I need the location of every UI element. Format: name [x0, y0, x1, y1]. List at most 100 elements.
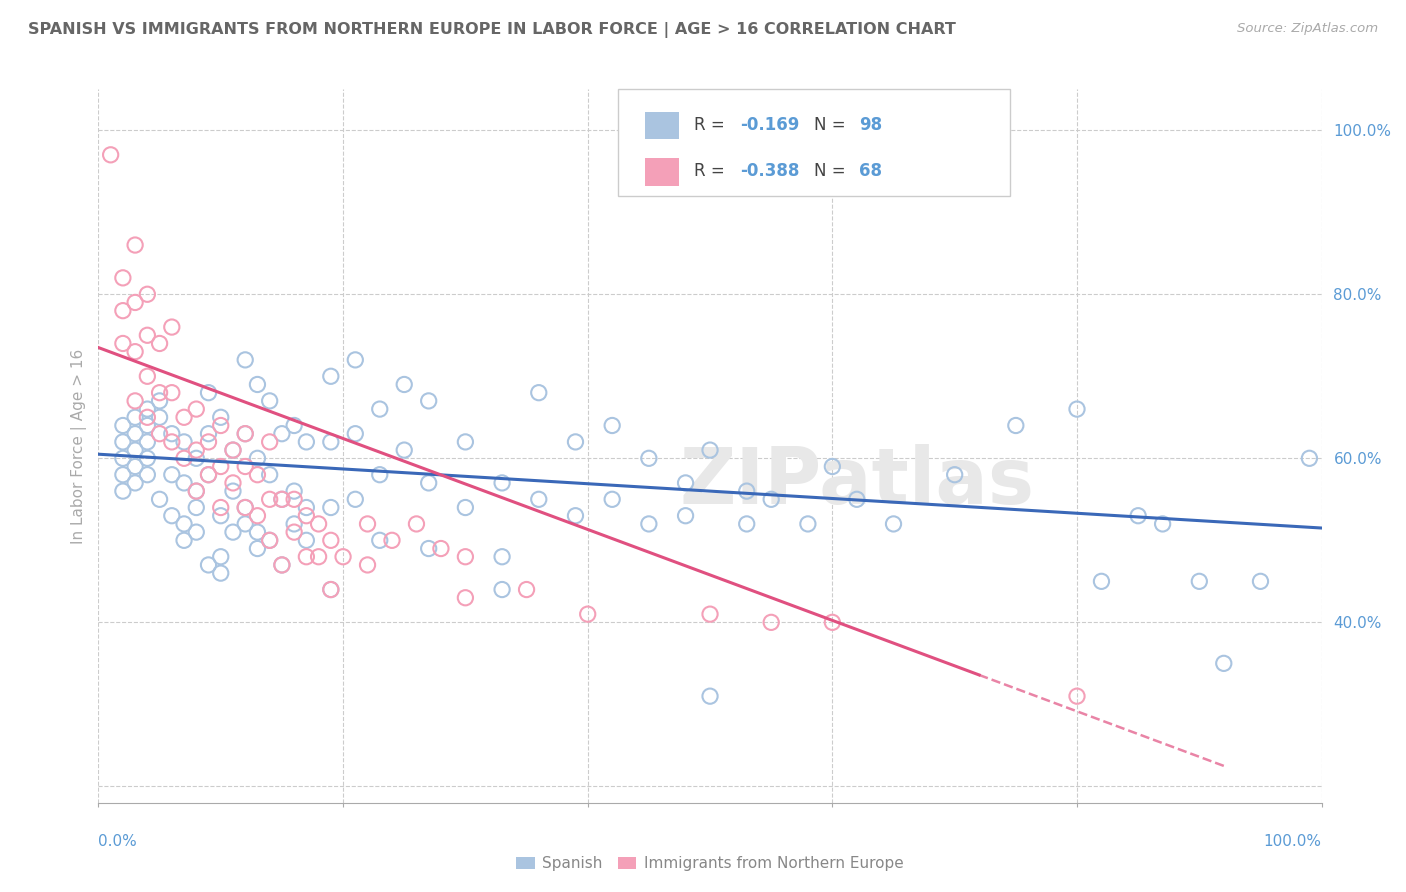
Point [136, 434, 159, 449]
Point [295, 549, 318, 564]
Point [233, 426, 256, 441]
Point [136, 402, 159, 417]
Point [149, 336, 172, 351]
Point [1004, 418, 1026, 433]
Point [186, 484, 208, 499]
Point [173, 434, 195, 449]
Point [845, 492, 868, 507]
Point [160, 467, 183, 482]
Point [332, 549, 354, 564]
Point [527, 385, 550, 400]
FancyBboxPatch shape [619, 89, 1010, 196]
Point [259, 434, 281, 449]
Point [209, 508, 232, 523]
Point [405, 516, 427, 531]
Point [124, 426, 146, 441]
Point [515, 582, 537, 597]
Point [209, 549, 232, 564]
Point [1188, 574, 1211, 589]
Point [699, 689, 721, 703]
Point [160, 434, 183, 449]
Point [233, 352, 256, 367]
Point [308, 549, 330, 564]
Text: ZIPatlas: ZIPatlas [679, 443, 1035, 520]
Point [124, 410, 146, 425]
Point [111, 484, 134, 499]
Point [136, 328, 159, 343]
Point [259, 533, 281, 548]
Point [454, 500, 477, 515]
Point [368, 402, 391, 417]
Point [344, 426, 367, 441]
Point [222, 443, 245, 458]
Point [124, 459, 146, 474]
Point [283, 516, 305, 531]
Point [491, 582, 513, 597]
Point [136, 418, 159, 433]
Point [160, 385, 183, 400]
Text: SPANISH VS IMMIGRANTS FROM NORTHERN EUROPE IN LABOR FORCE | AGE > 16 CORRELATION: SPANISH VS IMMIGRANTS FROM NORTHERN EURO… [28, 22, 956, 38]
Point [295, 533, 318, 548]
Point [246, 467, 269, 482]
Point [186, 500, 208, 515]
Point [270, 492, 294, 507]
Point [246, 541, 269, 556]
Point [136, 287, 159, 301]
Point [111, 270, 134, 285]
Point [136, 369, 159, 384]
Point [233, 459, 256, 474]
Point [454, 549, 477, 564]
Point [209, 410, 232, 425]
Point [295, 508, 318, 523]
Point [233, 500, 256, 515]
Point [124, 393, 146, 408]
Legend: Spanish, Immigrants from Northern Europe: Spanish, Immigrants from Northern Europe [510, 850, 910, 877]
Text: 98: 98 [859, 116, 883, 134]
Point [308, 516, 330, 531]
Point [392, 377, 416, 392]
Point [186, 402, 208, 417]
Text: N =: N = [814, 116, 851, 134]
Text: 100.0%: 100.0% [1264, 834, 1322, 849]
Point [209, 566, 232, 581]
Point [600, 418, 623, 433]
Point [173, 475, 195, 490]
Point [344, 492, 367, 507]
Point [197, 467, 219, 482]
Point [1128, 508, 1150, 523]
Text: -0.388: -0.388 [741, 162, 800, 180]
Text: N =: N = [814, 162, 851, 180]
Point [797, 516, 820, 531]
Bar [645, 159, 679, 186]
Point [319, 533, 342, 548]
Point [1249, 574, 1271, 589]
Point [136, 451, 159, 466]
Text: Source: ZipAtlas.com: Source: ZipAtlas.com [1237, 22, 1378, 36]
Point [491, 475, 513, 490]
Point [197, 426, 219, 441]
Point [418, 393, 440, 408]
Point [270, 426, 294, 441]
Point [222, 475, 245, 490]
Point [222, 525, 245, 540]
Point [735, 484, 758, 499]
Point [209, 500, 232, 515]
Point [392, 443, 416, 458]
Point [233, 500, 256, 515]
Point [821, 459, 844, 474]
Point [111, 418, 134, 433]
Point [197, 434, 219, 449]
Point [209, 459, 232, 474]
Point [1212, 657, 1234, 671]
Point [173, 516, 195, 531]
Point [222, 443, 245, 458]
Point [136, 467, 159, 482]
Point [821, 615, 844, 630]
Point [344, 352, 367, 367]
Point [173, 451, 195, 466]
Point [222, 484, 245, 499]
Point [111, 451, 134, 466]
Point [233, 426, 256, 441]
Point [111, 336, 134, 351]
Point [160, 508, 183, 523]
